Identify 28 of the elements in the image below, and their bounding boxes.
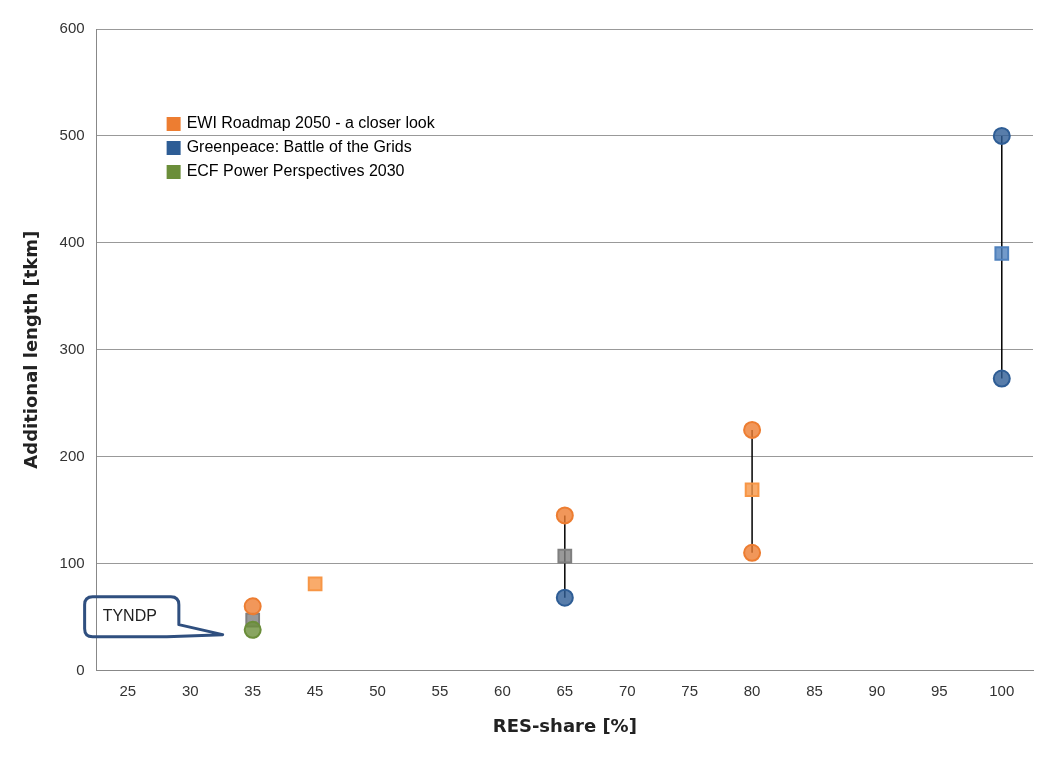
- x-tick-label: 65: [556, 681, 574, 699]
- x-tick-label: 100: [989, 681, 1015, 699]
- x-tick-label: 35: [244, 681, 262, 699]
- x-tick-label: 30: [181, 681, 199, 699]
- y-tick-label: 300: [59, 339, 85, 357]
- y-tick-label: 500: [59, 126, 85, 144]
- x-tick-label: 90: [868, 681, 886, 699]
- x-tick-label: 55: [431, 681, 449, 699]
- legend-label: Greenpeace: Battle of the Grids: [186, 138, 412, 156]
- legend-label: EWI Roadmap 2050 - a closer look: [186, 114, 436, 132]
- x-tick-label: 95: [931, 681, 948, 699]
- y-tick-label: 0: [76, 660, 85, 678]
- x-tick-label: 45: [306, 681, 324, 699]
- legend-label: ECF Power Perspectives 2030: [186, 162, 405, 180]
- y-tick-label: 600: [59, 19, 85, 37]
- y-tick-label: 200: [59, 446, 85, 464]
- x-tick-label: 60: [494, 681, 511, 699]
- x-axis-title: RES-share [%]: [492, 714, 637, 736]
- x-tick-label: 85: [806, 681, 823, 699]
- x-tick-label: 25: [119, 681, 137, 699]
- y-tick-label: 100: [59, 553, 85, 571]
- annotation: TYNDP: [102, 607, 157, 625]
- x-tick-label: 70: [618, 681, 636, 699]
- x-tick-label: 75: [681, 681, 699, 699]
- x-tick-label: 50: [369, 681, 386, 699]
- y-tick-label: 400: [59, 232, 85, 250]
- y-axis-title: Additional length [tkm]: [20, 230, 42, 469]
- x-tick-label: 80: [743, 681, 761, 699]
